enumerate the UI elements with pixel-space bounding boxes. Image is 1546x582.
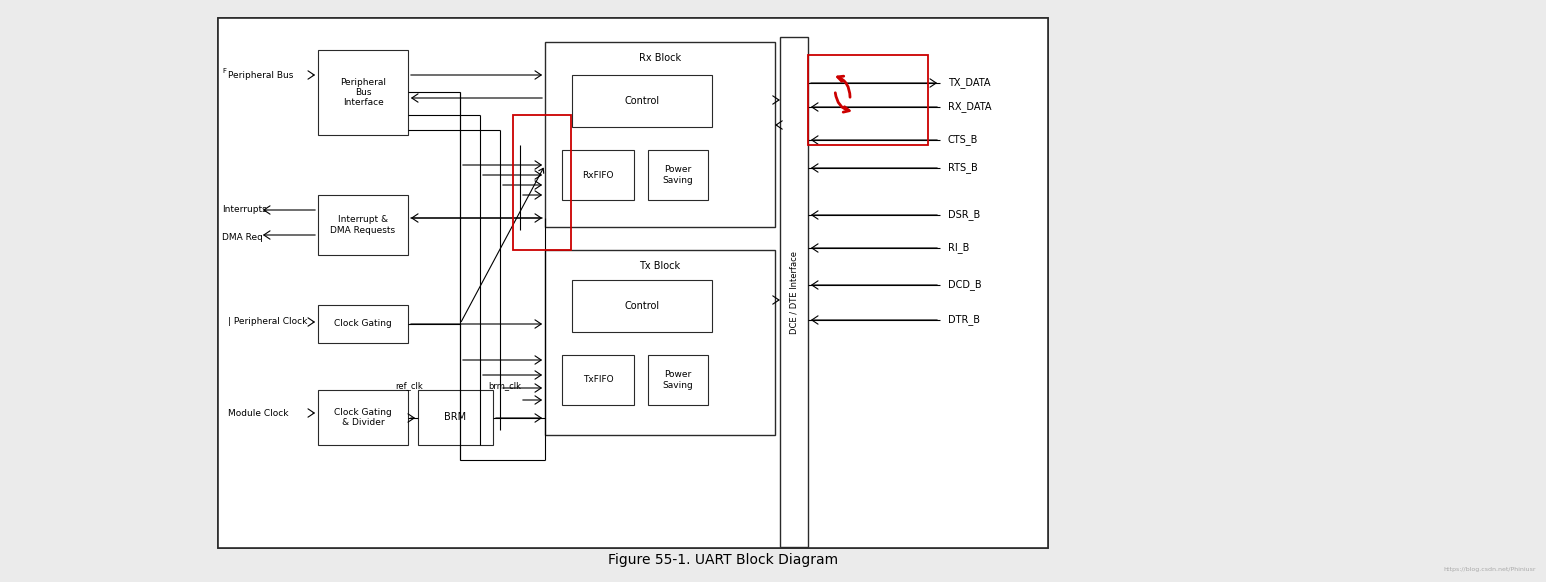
Text: Peripheral Bus: Peripheral Bus [227, 70, 294, 80]
Text: Clock Gating: Clock Gating [334, 320, 391, 328]
Text: DMA Req: DMA Req [223, 233, 263, 243]
Text: DTR_B: DTR_B [948, 314, 980, 325]
Bar [318, 50, 408, 135]
Bar [417, 390, 493, 445]
Bar [218, 18, 1048, 548]
Text: Rx Block: Rx Block [638, 53, 682, 63]
Bar [563, 355, 634, 405]
Bar [781, 37, 809, 547]
Text: CTS_B: CTS_B [948, 134, 979, 146]
Text: Figure 55-1. UART Block Diagram: Figure 55-1. UART Block Diagram [608, 553, 838, 567]
Text: DCE / DTE Interface: DCE / DTE Interface [790, 250, 798, 333]
Text: F: F [223, 68, 226, 74]
Bar [513, 115, 570, 250]
Bar [218, 18, 1048, 548]
Text: Power
Saving: Power Saving [663, 370, 693, 390]
Bar [809, 55, 928, 145]
Text: Interrupt &
DMA Requests: Interrupt & DMA Requests [331, 215, 396, 235]
Text: https://blog.csdn.net/Phiniusr: https://blog.csdn.net/Phiniusr [1444, 567, 1537, 572]
Text: RxFIFO: RxFIFO [583, 171, 614, 179]
Text: Tx Block: Tx Block [640, 261, 680, 271]
Text: Control: Control [625, 301, 660, 311]
Bar [648, 150, 708, 200]
Bar [318, 390, 408, 445]
Text: DSR_B: DSR_B [948, 210, 980, 221]
Text: TxFIFO: TxFIFO [583, 375, 614, 385]
Bar [546, 250, 775, 435]
Text: RX_DATA: RX_DATA [948, 101, 991, 112]
Text: RI_B: RI_B [948, 243, 969, 253]
Text: Power
Saving: Power Saving [663, 165, 693, 184]
Text: Peripheral
Bus
Interface: Peripheral Bus Interface [340, 77, 386, 108]
Text: brm_clk: brm_clk [489, 381, 521, 390]
Text: TX_DATA: TX_DATA [948, 77, 991, 88]
Text: Interrupts: Interrupts [223, 205, 267, 215]
Text: Control: Control [625, 96, 660, 106]
Text: | Peripheral Clock: | Peripheral Clock [227, 318, 308, 327]
Bar [318, 305, 408, 343]
Bar [648, 355, 708, 405]
Bar [318, 195, 408, 255]
Text: Module Clock: Module Clock [227, 409, 289, 417]
Bar [572, 75, 713, 127]
Text: RTS_B: RTS_B [948, 162, 977, 173]
Text: BRM: BRM [444, 413, 467, 423]
Text: DCD_B: DCD_B [948, 279, 982, 290]
Text: ref_clk: ref_clk [396, 381, 424, 390]
Text: Clock Gating
& Divider: Clock Gating & Divider [334, 408, 391, 427]
Bar [546, 42, 775, 227]
Bar [563, 150, 634, 200]
Bar [572, 280, 713, 332]
